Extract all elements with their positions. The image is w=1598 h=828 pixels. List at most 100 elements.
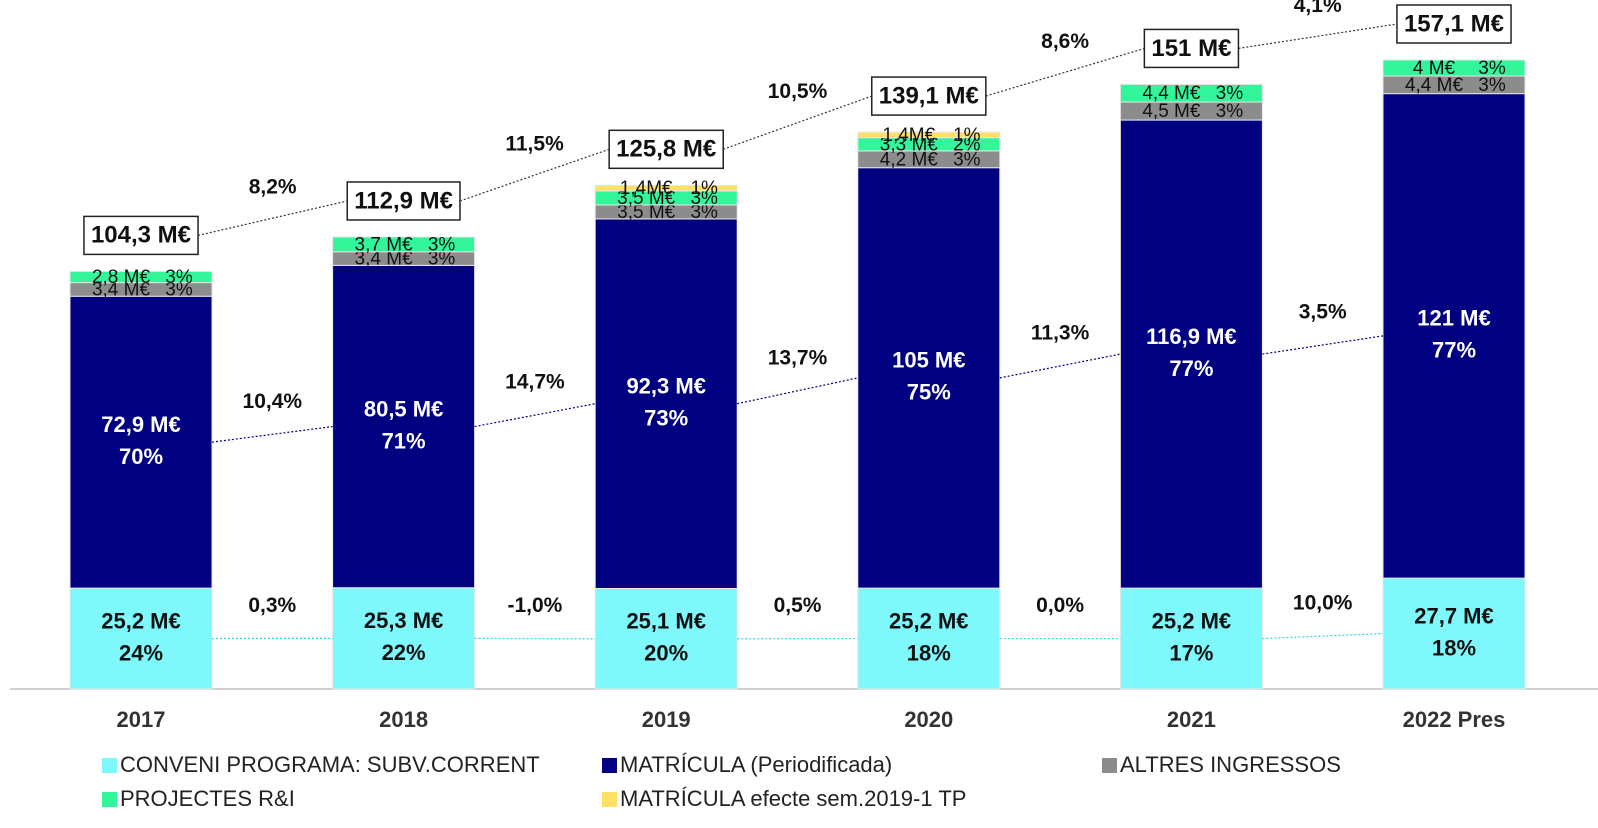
value-label: 25,2 M€ (1152, 608, 1232, 633)
bar-segment (594, 184, 738, 192)
growth-label: -1,0% (507, 594, 562, 617)
bar-segment (1119, 119, 1263, 589)
bar-segment (857, 167, 1001, 589)
legend-swatch (102, 792, 117, 807)
share-label: 3% (165, 267, 193, 288)
legend-label: CONVENI PROGRAMA: SUBV.CORRENT (120, 752, 540, 777)
bar-segment (594, 588, 738, 690)
x-tick-label: 2022 Pres (1403, 707, 1506, 732)
value-label: 3,5 M€ (617, 202, 676, 223)
growth-label: 8,2% (249, 176, 297, 199)
total-box (1396, 4, 1512, 44)
value-label: 1,4M€ (882, 125, 935, 146)
total-label: 104,3 M€ (91, 222, 191, 249)
share-label: 3% (1478, 58, 1506, 79)
share-label: 3% (690, 202, 718, 223)
value-label: 4,5 M€ (1142, 101, 1201, 122)
bar-segment (332, 587, 476, 690)
bar-segment (1382, 577, 1526, 690)
bar-segment (332, 264, 476, 589)
total-label: 157,1 M€ (1404, 10, 1504, 37)
growth-label: 8,6% (1041, 30, 1089, 53)
value-label: 25,3 M€ (364, 608, 444, 633)
growth-line (999, 353, 1121, 379)
total-box (871, 76, 987, 116)
growth-line (197, 200, 348, 236)
share-label: 3% (165, 279, 193, 300)
share-label: 70% (119, 444, 163, 469)
growth-label: 3,5% (1299, 301, 1347, 324)
share-label: 3% (428, 249, 456, 270)
growth-label: 0,3% (248, 594, 296, 617)
share-label: 3% (953, 149, 981, 170)
legend-label: PROJECTES R&I (120, 786, 295, 811)
value-label: 105 M€ (892, 348, 965, 373)
bar-segment (69, 587, 213, 690)
value-label: 3,4 M€ (355, 249, 414, 270)
share-label: 77% (1432, 338, 1476, 363)
value-label: 92,3 M€ (626, 374, 706, 399)
legend-label: MATRÍCULA efecte sem.2019-1 TP (620, 786, 966, 811)
growth-line (1238, 23, 1398, 50)
share-label: 3% (428, 234, 456, 255)
value-label: 116,9 M€ (1146, 324, 1237, 349)
value-label: 4,4 M€ (1405, 75, 1464, 96)
value-label: 72,9 M€ (101, 412, 181, 437)
total-label: 112,9 M€ (354, 187, 453, 214)
total-box (83, 215, 199, 256)
total-label: 125,8 M€ (616, 136, 716, 163)
share-label: 17% (1169, 640, 1213, 665)
value-label: 80,5 M€ (364, 396, 444, 421)
value-label: 25,2 M€ (889, 608, 969, 633)
value-label: 3,5 M€ (617, 188, 676, 209)
bar-segment (1382, 59, 1526, 77)
value-label: 25,2 M€ (101, 608, 181, 633)
x-tick-label: 2019 (642, 707, 691, 732)
x-tick-label: 2017 (117, 707, 166, 732)
share-label: 1% (690, 178, 718, 199)
legend-label: ALTRES INGRESSOS (1120, 752, 1341, 777)
value-label: 25,1 M€ (626, 609, 706, 634)
value-label: 4,4 M€ (1142, 83, 1201, 104)
bar-segment (332, 236, 476, 253)
value-label: 3,4 M€ (92, 279, 151, 300)
bar-segment (1119, 83, 1263, 103)
bar-segment (1119, 587, 1263, 690)
share-label: 20% (644, 641, 688, 666)
growth-line (737, 377, 858, 405)
value-label: 4 M€ (1413, 58, 1456, 79)
bar-segment (69, 270, 213, 284)
growth-line (985, 47, 1145, 97)
share-label: 18% (907, 640, 951, 665)
share-label: 24% (119, 640, 163, 665)
growth-label: 13,7% (768, 346, 828, 369)
total-label: 139,1 M€ (879, 82, 979, 109)
x-tick-label: 2021 (1167, 707, 1216, 732)
legend-swatch (602, 758, 617, 773)
bar-segment (857, 587, 1001, 690)
share-label: 77% (1169, 356, 1213, 381)
share-label: 3% (1478, 75, 1506, 96)
bar-segment (857, 131, 1001, 139)
growth-label: 14,7% (505, 371, 565, 394)
share-label: 73% (644, 406, 688, 431)
value-label: 121 M€ (1417, 306, 1490, 331)
share-label: 1% (953, 125, 981, 146)
legend-label: MATRÍCULA (Periodificada) (620, 752, 892, 777)
share-label: 3% (690, 188, 718, 209)
growth-line (459, 148, 610, 202)
growth-label: 11,5% (505, 133, 564, 156)
share-label: 75% (907, 380, 951, 405)
total-box (346, 181, 461, 221)
growth-line (211, 425, 333, 443)
share-label: 3% (1216, 83, 1244, 104)
value-label: 3,3 M€ (880, 134, 939, 155)
value-label: 4,2 M€ (880, 149, 939, 170)
growth-label: 10,5% (768, 80, 828, 103)
legend-swatch (1102, 758, 1117, 773)
bar-segment (69, 295, 213, 589)
x-tick-label: 2018 (379, 707, 428, 732)
legend-swatch (102, 758, 117, 773)
